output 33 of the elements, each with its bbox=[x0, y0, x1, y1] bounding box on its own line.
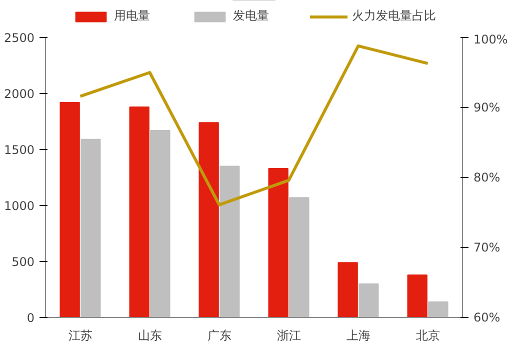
bar bbox=[80, 138, 101, 318]
bar bbox=[338, 262, 358, 318]
y-tick-label: 0 bbox=[26, 311, 35, 325]
bar bbox=[428, 301, 448, 318]
y2-tick-label: 90% bbox=[474, 100, 500, 114]
y2-tick-label: 100% bbox=[474, 32, 508, 46]
bar bbox=[407, 274, 428, 318]
bar bbox=[129, 106, 150, 318]
bar bbox=[289, 197, 310, 318]
x-tick-label: 江苏 bbox=[68, 328, 92, 342]
legend-label: 发电量 bbox=[233, 8, 269, 24]
x-tick-label: 广东 bbox=[207, 328, 232, 342]
y2-tick-label: 80% bbox=[474, 170, 500, 184]
bar bbox=[220, 166, 240, 318]
bar bbox=[268, 168, 288, 318]
x-tick-label: 北京 bbox=[416, 328, 440, 342]
bar bbox=[198, 122, 219, 318]
y-tick-label: 500 bbox=[12, 255, 34, 269]
y-tick-label: 2000 bbox=[4, 87, 35, 101]
line-series bbox=[78, 44, 430, 206]
y-tick-label: 2500 bbox=[4, 31, 35, 45]
bar bbox=[358, 283, 379, 318]
legend-label: 火力发电量占比 bbox=[352, 8, 436, 24]
x-tick-label: 浙江 bbox=[276, 328, 301, 342]
y-tick-label: 1500 bbox=[4, 143, 35, 157]
x-tick-label: 山东 bbox=[138, 328, 162, 342]
legend-label: 用电量 bbox=[114, 8, 150, 24]
y2-tick-label: 70% bbox=[474, 240, 500, 254]
y2-tick-label: 60% bbox=[474, 310, 500, 324]
bar bbox=[150, 130, 170, 318]
x-tick-label: 上海 bbox=[346, 328, 370, 342]
y-tick-label: 1000 bbox=[4, 199, 35, 213]
bar bbox=[60, 102, 80, 318]
